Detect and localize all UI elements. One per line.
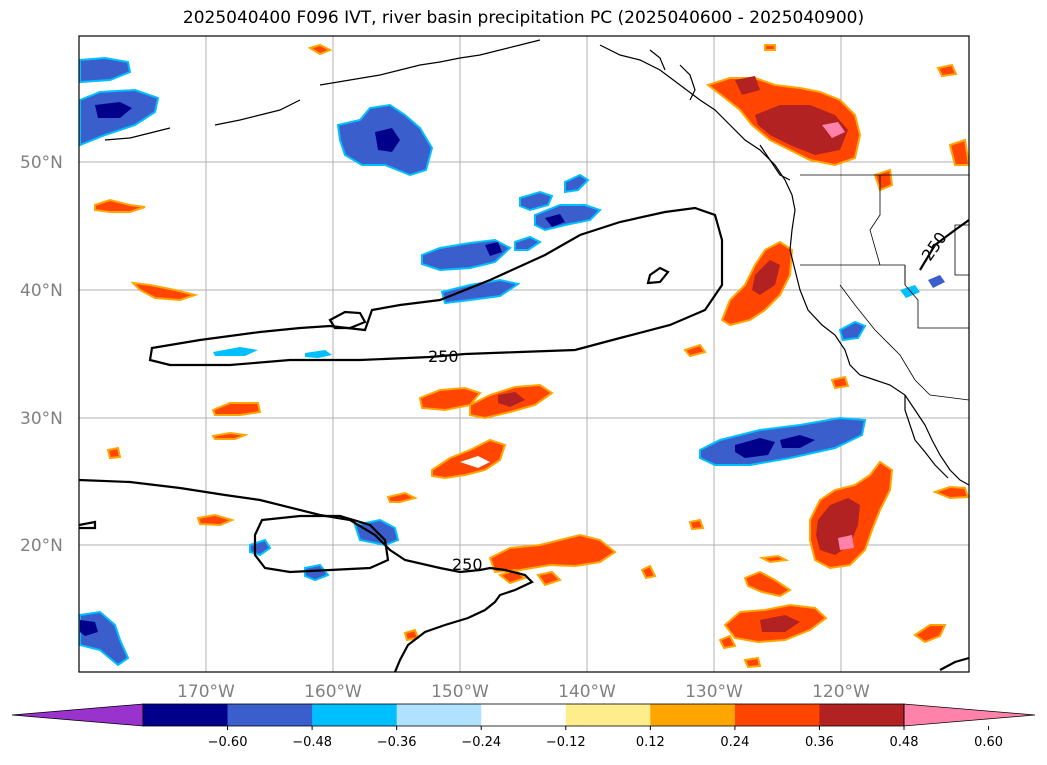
lon-tick-label: 150°W [431,682,489,702]
colorbar-tick-label: 0.12 [636,735,665,750]
colorbar-tick-label: 0.36 [805,735,834,750]
colorbar-swatch [143,704,229,726]
colorbar-extend-low [11,703,144,727]
colorbar-tick-label: −0.12 [546,735,586,750]
ivt-contours [79,206,969,672]
lon-tick-label: 140°W [558,682,616,702]
coastlines [104,39,969,486]
lon-tick-label: 120°W [812,682,870,702]
colorbar-swatch [312,704,398,726]
colorbar-frame [142,703,905,727]
colorbar-extend-high [903,703,1036,727]
colorbar-tick-label: −0.60 [208,735,248,750]
colorbar-tick-label: −0.36 [377,735,417,750]
colorbar-swatch [650,704,736,726]
colorbar-swatch [819,704,905,726]
colorbar-tick-label: −0.24 [461,735,501,750]
map-frame [78,35,970,673]
colorbar-swatch [227,704,313,726]
map-title: 2025040400 F096 IVT, river basin precipi… [182,8,865,28]
colorbar-swatch [734,704,820,726]
colorbar: −0.60 −0.48 −0.36 −0.24 −0.12 0.12 0.24 0.36 0.4… [11,703,1036,750]
colorbar-swatch [565,704,651,726]
colorbar-tick-label: 0.48 [890,735,919,750]
political-borders [800,174,969,401]
colorbar-swatch [481,704,567,726]
contour-label: 250 [452,555,483,574]
lon-tick-label: 170°W [177,682,235,702]
colorbar-tick-label: 0.24 [720,735,749,750]
colorbar-swatch [396,704,482,726]
colorbar-tick-label: 0.60 [974,735,1003,750]
contour-label: 250 [428,347,459,366]
lat-tick-label: 40°N [20,281,63,301]
colorbar-tick-label: −0.48 [292,735,332,750]
lat-tick-label: 20°N [20,536,63,556]
gridlines [79,36,969,672]
lat-tick-label: 30°N [20,409,63,429]
lon-tick-label: 160°W [304,682,362,702]
lat-tick-label: 50°N [20,153,63,173]
negative-anomaly-patches [79,56,945,667]
lon-tick-label: 130°W [685,682,743,702]
